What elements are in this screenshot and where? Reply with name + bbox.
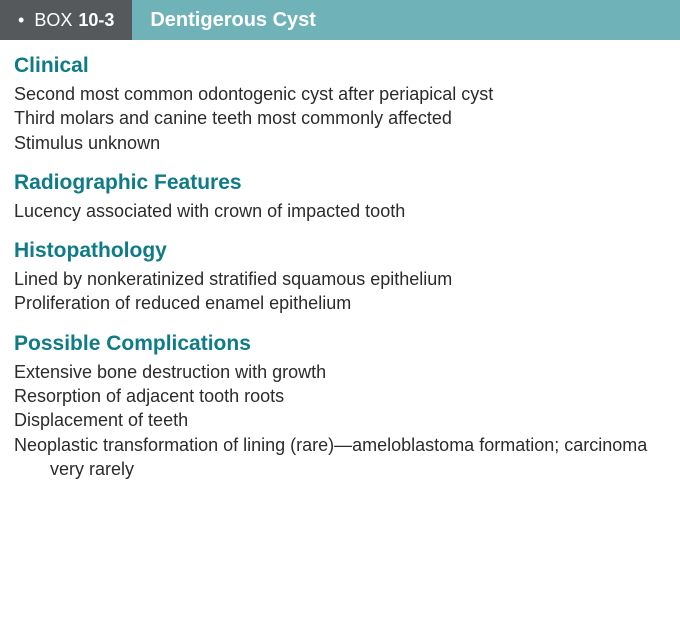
section-line: Lucency associated with crown of impacte…: [14, 199, 666, 223]
section-line: Stimulus unknown: [14, 131, 666, 155]
section-heading: Histopathology: [14, 239, 666, 263]
section-line: Second most common odontogenic cyst afte…: [14, 82, 666, 106]
section-line: Neoplastic transformation of lining (rar…: [14, 433, 666, 482]
section-line: Proliferation of reduced enamel epitheli…: [14, 291, 666, 315]
section-clinical: Clinical Second most common odontogenic …: [14, 54, 666, 155]
box-header: • BOX 10-3 Dentigerous Cyst: [0, 0, 680, 40]
section-heading: Possible Complications: [14, 332, 666, 356]
content: Clinical Second most common odontogenic …: [0, 40, 680, 481]
section-histopathology: Histopathology Lined by nonkeratinized s…: [14, 239, 666, 316]
box-word: BOX: [34, 10, 72, 31]
box-label: • BOX 10-3: [0, 0, 132, 40]
section-radiographic: Radiographic Features Lucency associated…: [14, 171, 666, 223]
section-heading: Radiographic Features: [14, 171, 666, 195]
section-complications: Possible Complications Extensive bone de…: [14, 332, 666, 481]
section-line: Extensive bone destruction with growth: [14, 360, 666, 384]
section-line: Third molars and canine teeth most commo…: [14, 106, 666, 130]
box-container: • BOX 10-3 Dentigerous Cyst Clinical Sec…: [0, 0, 680, 481]
bullet-icon: •: [18, 10, 24, 31]
box-title: Dentigerous Cyst: [132, 0, 680, 40]
section-line: Resorption of adjacent tooth roots: [14, 384, 666, 408]
section-line: Lined by nonkeratinized stratified squam…: [14, 267, 666, 291]
section-heading: Clinical: [14, 54, 666, 78]
section-line: Displacement of teeth: [14, 408, 666, 432]
box-number: 10-3: [78, 10, 114, 31]
